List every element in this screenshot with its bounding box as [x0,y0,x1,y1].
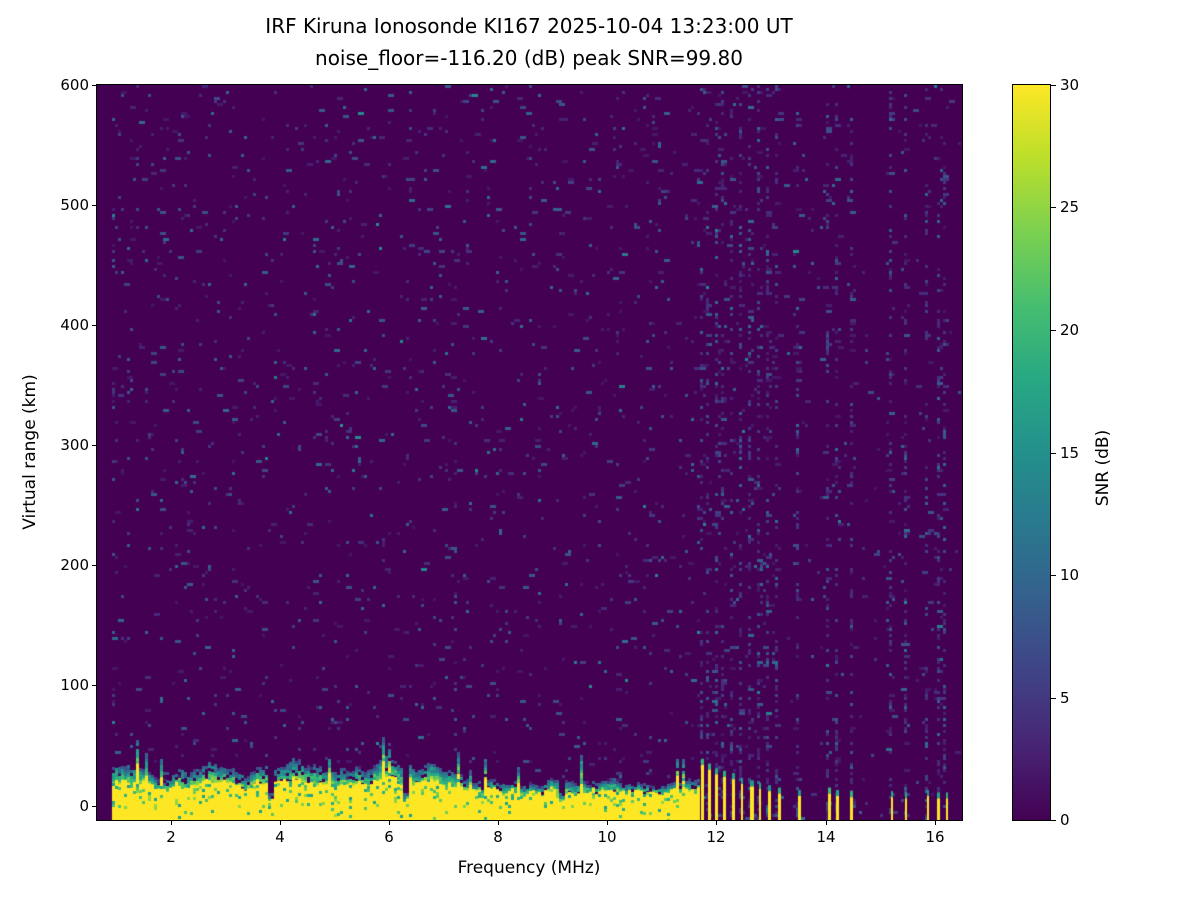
y-tick-label: 600 [60,76,89,94]
colorbar-label: SNR (dB) [1093,429,1113,507]
tick-mark [716,820,717,825]
tick-mark [171,820,172,825]
tick-mark [607,820,608,825]
colorbar-tick-mark [1051,575,1056,576]
colorbar-gradient [1013,85,1050,820]
colorbar-tick-mark [1051,820,1056,821]
chart-subtitle: noise_floor=-116.20 (dB) peak SNR=99.80 [315,46,743,70]
x-tick-label: 12 [706,828,726,846]
colorbar-tick-mark [1051,698,1056,699]
x-tick-label: 16 [925,828,945,846]
chart-title: IRF Kiruna Ionosonde KI167 2025-10-04 13… [265,14,793,38]
y-tick-label: 400 [60,316,89,334]
colorbar-tick-label: 25 [1060,198,1080,216]
colorbar-tick-label: 5 [1060,689,1070,707]
tick-mark [92,205,97,206]
heatmap-canvas [97,85,962,820]
colorbar-tick-mark [1051,207,1056,208]
x-tick-label: 4 [275,828,285,846]
y-tick-label: 0 [79,797,89,815]
colorbar-tick-mark [1051,330,1056,331]
colorbar-tick-label: 0 [1060,811,1070,829]
tick-mark [92,806,97,807]
x-tick-label: 14 [816,828,836,846]
tick-mark [92,685,97,686]
colorbar-tick-label: 15 [1060,444,1080,462]
y-tick-label: 100 [60,676,89,694]
y-axis-label: Virtual range (km) [20,374,40,530]
plot-area [96,84,963,821]
x-tick-label: 10 [597,828,617,846]
y-tick-label: 300 [60,436,89,454]
y-tick-label: 200 [60,556,89,574]
colorbar-tick-mark [1051,85,1056,86]
tick-mark [92,85,97,86]
colorbar-tick-label: 30 [1060,76,1080,94]
y-tick-label: 500 [60,196,89,214]
tick-mark [389,820,390,825]
colorbar-tick-label: 20 [1060,321,1080,339]
tick-mark [92,565,97,566]
tick-mark [826,820,827,825]
colorbar [1012,84,1051,821]
tick-mark [280,820,281,825]
x-tick-label: 6 [384,828,394,846]
tick-mark [935,820,936,825]
colorbar-tick-label: 10 [1060,566,1080,584]
tick-mark [92,325,97,326]
x-tick-label: 8 [493,828,503,846]
tick-mark [92,445,97,446]
x-tick-label: 2 [166,828,176,846]
x-axis-label: Frequency (MHz) [457,858,601,878]
colorbar-tick-mark [1051,453,1056,454]
tick-mark [498,820,499,825]
